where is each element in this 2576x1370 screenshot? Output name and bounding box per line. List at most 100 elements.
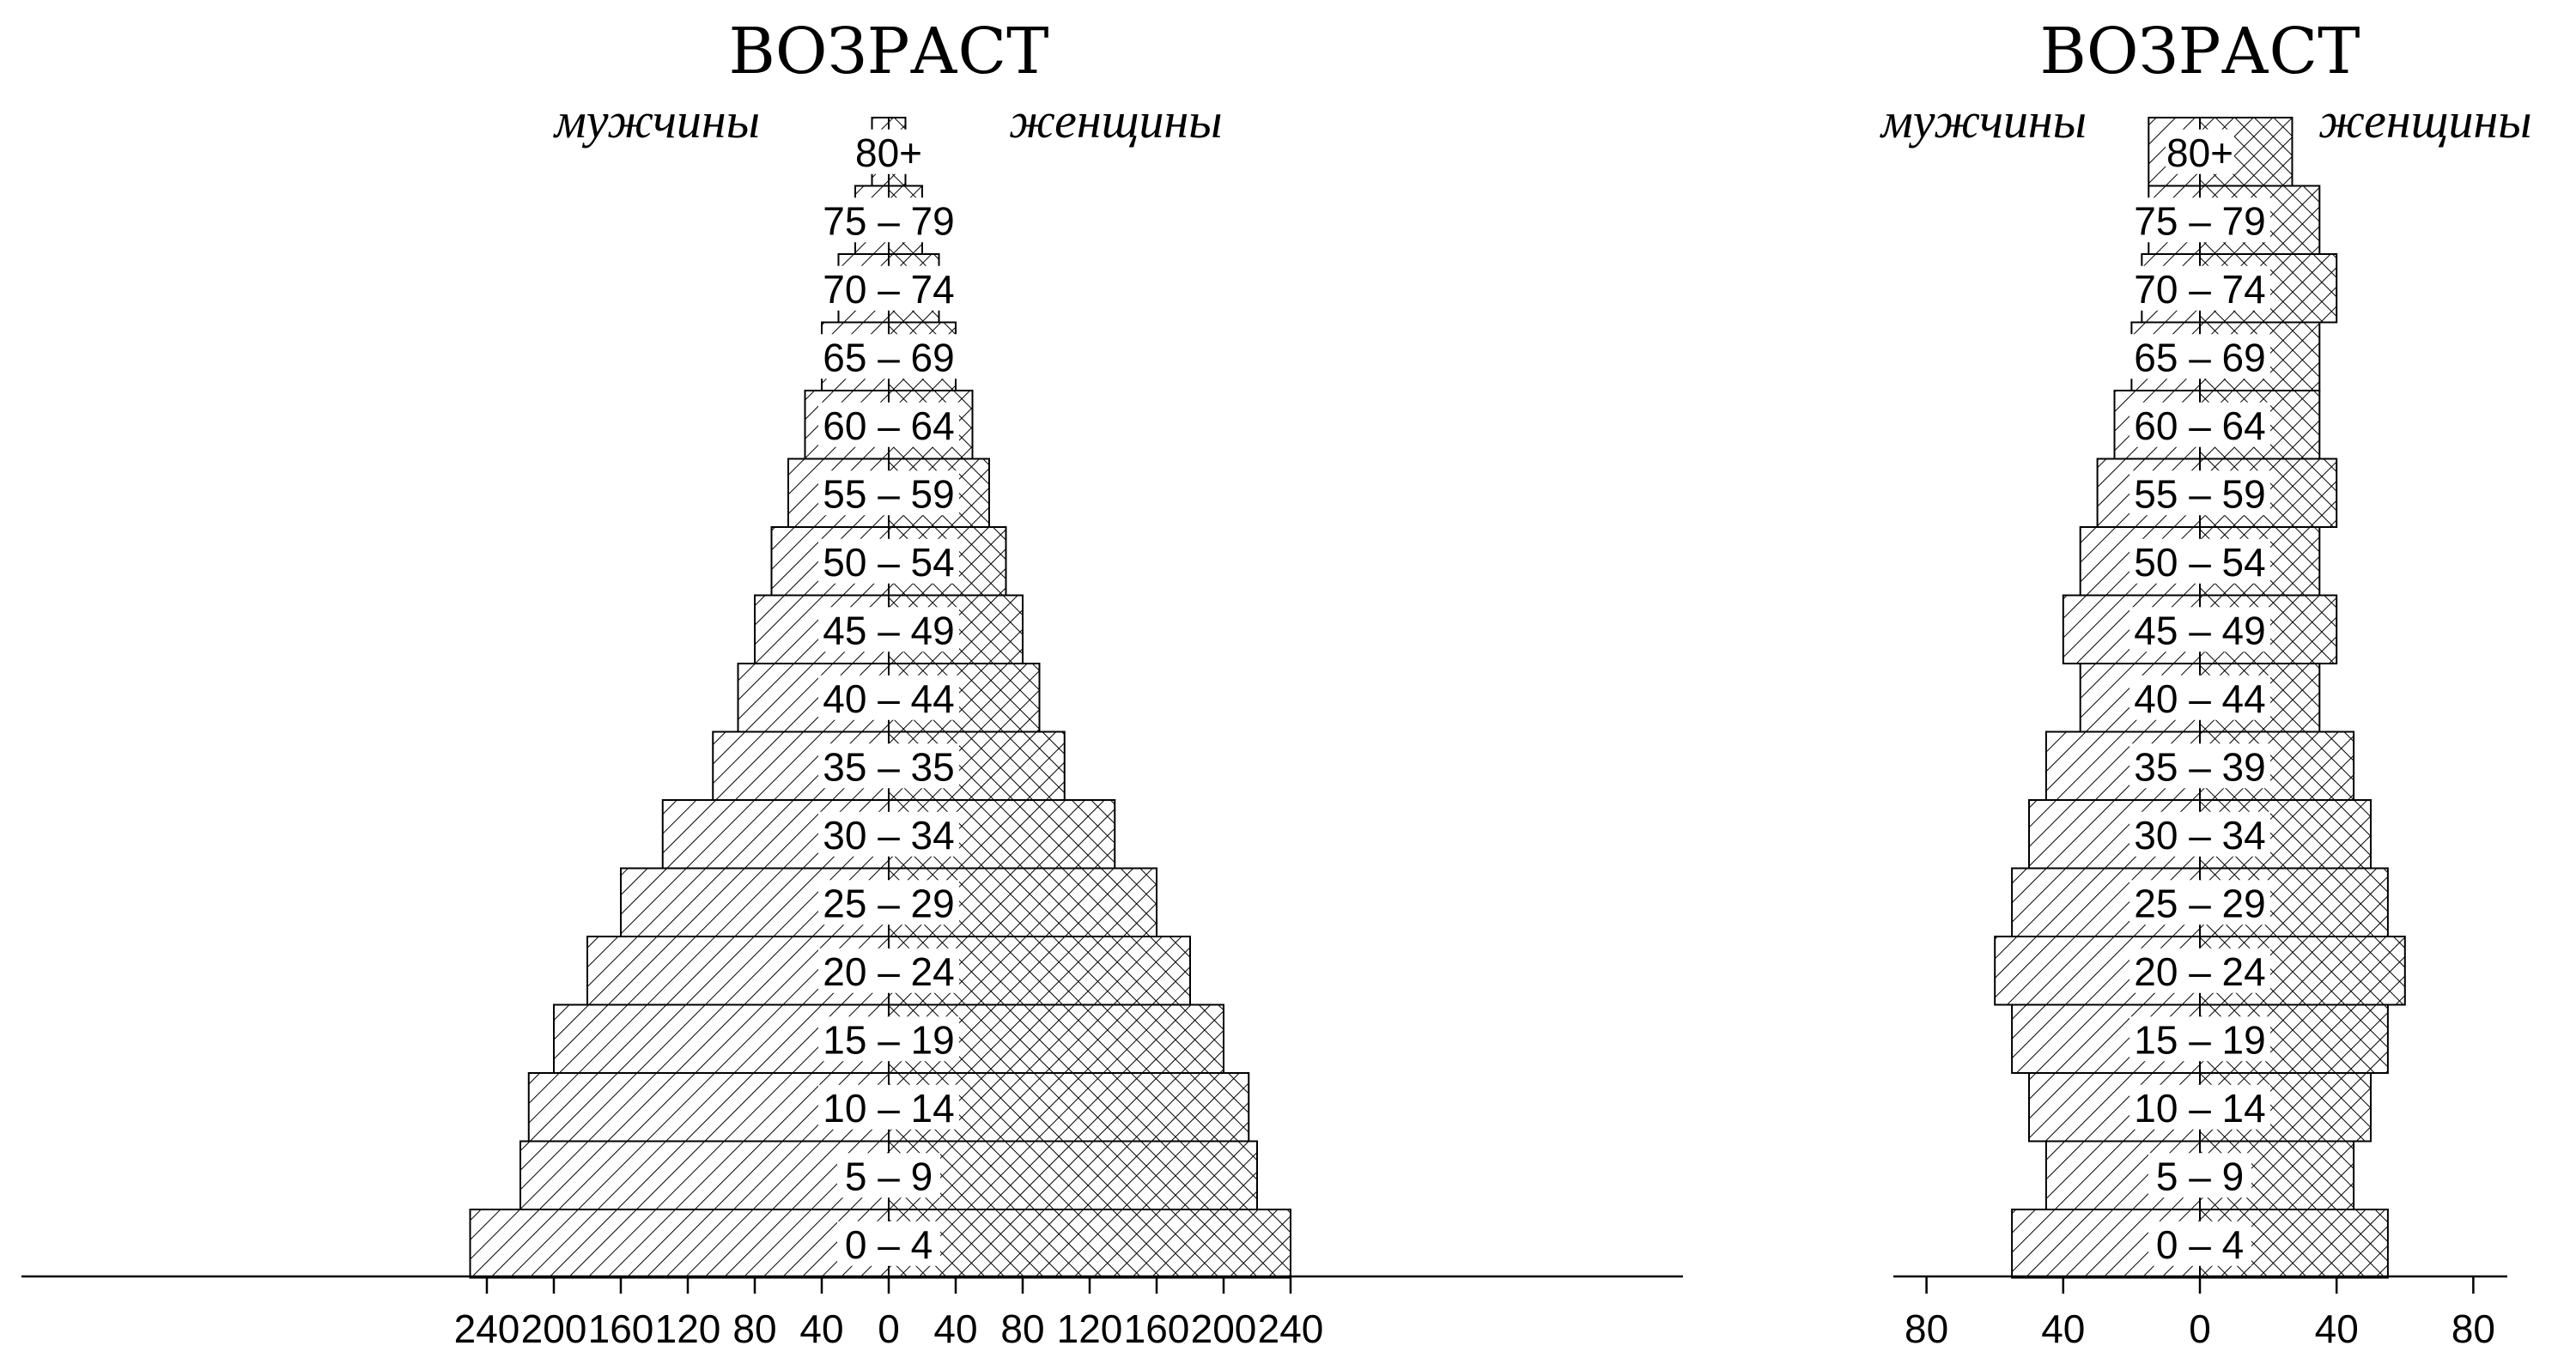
female-label: женщины	[1009, 93, 1223, 149]
age-label-bg	[818, 743, 959, 789]
age-label-bg	[818, 538, 959, 584]
age-label-bg	[818, 334, 959, 379]
age-label: 20 – 24	[823, 949, 954, 994]
age-label: 45 – 49	[2134, 608, 2265, 652]
age-label-bg	[2166, 129, 2234, 174]
age-label-bg	[818, 880, 959, 925]
age-label: 50 – 54	[2134, 540, 2265, 585]
age-label-bg	[818, 811, 959, 857]
age-label: 80+	[855, 130, 922, 175]
chart-title: ВОЗРАСТ	[2040, 15, 2360, 88]
age-label: 80+	[2166, 130, 2233, 175]
age-label: 75 – 79	[823, 198, 954, 243]
age-label-bg	[2148, 1153, 2251, 1198]
x-tick-label: 80	[2451, 1306, 2495, 1351]
age-label: 30 – 34	[823, 813, 954, 858]
age-label-bg	[818, 607, 959, 652]
male-label: мужчины	[553, 93, 760, 149]
x-tick-label: 80	[1905, 1306, 1948, 1351]
age-label: 75 – 79	[2134, 198, 2265, 243]
age-label: 65 – 69	[823, 335, 954, 379]
x-tick-label: 40	[799, 1306, 843, 1351]
x-tick-label: 80	[1000, 1306, 1044, 1351]
age-label-bg	[854, 129, 923, 174]
age-label: 5 – 9	[2156, 1154, 2244, 1198]
age-label: 50 – 54	[823, 540, 954, 585]
age-label-bg	[2148, 1221, 2251, 1266]
x-tick-label: 40	[2315, 1306, 2359, 1351]
age-label: 60 – 64	[823, 403, 954, 448]
age-label-bg	[818, 470, 959, 516]
x-tick-label: 40	[933, 1306, 977, 1351]
age-label-bg	[2129, 880, 2270, 925]
x-tick-label: 80	[732, 1306, 776, 1351]
age-label: 5 – 9	[845, 1154, 933, 1198]
male-label: мужчины	[1880, 93, 2087, 149]
x-tick-label: 200	[521, 1306, 587, 1351]
age-label: 0 – 4	[845, 1222, 933, 1267]
bar-male	[469, 1209, 890, 1279]
age-label: 10 – 14	[823, 1086, 954, 1131]
age-label: 35 – 35	[823, 744, 954, 789]
age-label: 25 – 29	[2134, 881, 2265, 925]
x-tick-label: 160	[588, 1306, 654, 1351]
age-label-bg	[2129, 402, 2270, 447]
age-label: 0 – 4	[2156, 1222, 2244, 1267]
age-label: 45 – 49	[823, 608, 954, 652]
age-label-bg	[818, 948, 959, 993]
age-label: 15 – 19	[823, 1017, 954, 1062]
female-label: женщины	[2318, 93, 2532, 149]
age-label-bg	[2129, 538, 2270, 584]
x-tick-label: 240	[1258, 1306, 1324, 1351]
x-tick-label: 160	[1124, 1306, 1190, 1351]
age-label: 40 – 44	[823, 676, 954, 721]
age-label: 60 – 64	[2134, 403, 2265, 448]
age-label: 70 – 74	[2134, 267, 2265, 312]
age-label-bg	[818, 265, 959, 311]
age-label-bg	[818, 1084, 959, 1130]
age-label: 30 – 34	[2134, 813, 2265, 858]
age-label-bg	[2129, 197, 2270, 243]
age-label: 15 – 19	[2134, 1017, 2265, 1062]
age-label: 65 – 69	[2134, 335, 2265, 379]
bar-female	[888, 1140, 1258, 1210]
age-label: 25 – 29	[823, 881, 954, 925]
bar-male	[519, 1140, 890, 1210]
x-tick-label: 120	[1057, 1306, 1123, 1351]
age-label-bg	[2129, 1084, 2270, 1130]
age-label-bg	[2129, 811, 2270, 857]
chart-title: ВОЗРАСТ	[729, 15, 1049, 88]
x-tick-label: 0	[878, 1306, 900, 1351]
age-label: 35 – 39	[2134, 744, 2265, 789]
age-label-bg	[2129, 334, 2270, 379]
age-label-bg	[837, 1153, 940, 1198]
age-label: 55 – 59	[2134, 471, 2265, 516]
age-label-bg	[818, 1016, 959, 1062]
x-tick-label: 0	[2189, 1306, 2211, 1351]
age-label: 40 – 44	[2134, 676, 2265, 721]
age-label: 55 – 59	[823, 471, 954, 516]
x-tick-label: 240	[454, 1306, 520, 1351]
x-tick-label: 120	[655, 1306, 721, 1351]
age-label-bg	[818, 402, 959, 447]
age-label-bg	[2129, 265, 2270, 311]
age-label: 10 – 14	[2134, 1086, 2265, 1131]
age-label-bg	[2129, 607, 2270, 652]
age-label-bg	[837, 1221, 940, 1266]
age-label-bg	[2129, 675, 2270, 720]
age-label: 70 – 74	[823, 267, 954, 312]
age-label-bg	[2129, 948, 2270, 993]
age-label: 20 – 24	[2134, 949, 2265, 994]
x-tick-label: 200	[1191, 1306, 1257, 1351]
age-label-bg	[2129, 743, 2270, 789]
age-label-bg	[2129, 1016, 2270, 1062]
bar-female	[888, 1209, 1291, 1279]
age-label-bg	[2129, 470, 2270, 516]
x-tick-label: 40	[2041, 1306, 2085, 1351]
age-label-bg	[818, 675, 959, 720]
age-label-bg	[818, 197, 959, 243]
